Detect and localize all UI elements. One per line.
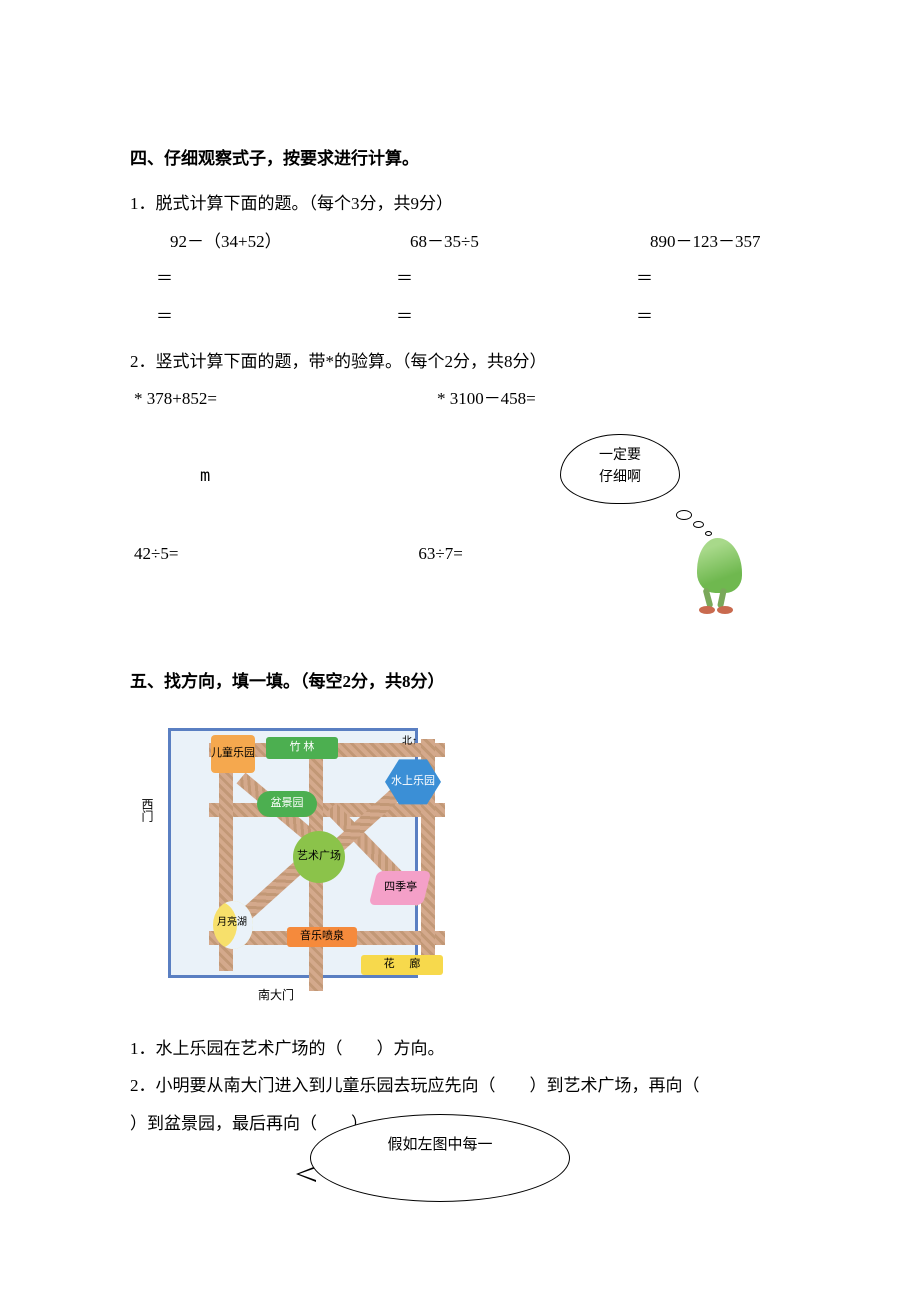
- node-art-square: 艺术广场: [293, 831, 345, 883]
- node-bamboo: 竹 林: [266, 737, 338, 759]
- section-4-title: 四、仔细观察式子，按要求进行计算。: [130, 140, 790, 177]
- section-5-title: 五、找方向，填一填。（每空2分，共8分）: [130, 663, 790, 700]
- park-map: 儿童乐园 竹 林 水上乐园 盆景园 艺术广场 四季亭 月亮湖 音乐喷泉 花 廊 …: [138, 728, 790, 1008]
- node-children-park: 儿童乐园: [211, 735, 255, 773]
- eq-1a: ＝: [148, 260, 308, 297]
- div-1: 42÷5=: [134, 535, 178, 572]
- m-char: m: [130, 458, 790, 495]
- speech-bubble: 假如左图中每一: [310, 1114, 570, 1214]
- eq-2b: ＝: [388, 298, 548, 335]
- expr-1: 92－（34+52）: [170, 223, 330, 260]
- q4-1-prompt: 1．脱式计算下面的题。（每个3分，共9分）: [130, 185, 790, 222]
- q4-1-expressions: 92－（34+52） 68－35÷5 890－123－357: [130, 223, 790, 260]
- vertical-calc-row: * 378+852= * 3100－458=: [130, 380, 790, 417]
- cloud-icon: 一定要 仔细啊: [560, 434, 680, 504]
- q5-1: 1．水上乐园在艺术广场的（ ）方向。: [130, 1030, 790, 1067]
- speech-text: 假如左图中每一: [387, 1137, 492, 1153]
- bubble-dot-2: [693, 521, 704, 528]
- label-south-gate: 南大门: [258, 982, 294, 1008]
- eq-2c: ＝: [628, 298, 788, 335]
- expr-3: 890－123－357: [650, 223, 810, 260]
- bubble-line2: 仔细啊: [561, 467, 679, 489]
- eq-2a: ＝: [148, 298, 308, 335]
- thought-bubble: 一定要 仔细啊: [560, 434, 690, 514]
- vert-1: * 378+852=: [134, 380, 217, 417]
- bubble-dot-1: [676, 510, 692, 520]
- compass-north-icon: 北↑: [402, 737, 417, 747]
- eq-1b: ＝: [388, 260, 548, 297]
- eq-1c: ＝: [628, 260, 788, 297]
- q5-2a: 2．小明要从南大门进入到儿童乐园去玩应先向（ ）到艺术广场，再向（: [130, 1067, 790, 1104]
- bubble-line1: 一定要: [561, 445, 679, 467]
- map-frame: 儿童乐园 竹 林 水上乐园 盆景园 艺术广场 四季亭 月亮湖 音乐喷泉 花 廊 …: [168, 728, 418, 978]
- eq-row-2: ＝ ＝ ＝: [130, 298, 790, 335]
- node-moon-lake: 月亮湖: [213, 901, 253, 949]
- node-fountain: 音乐喷泉: [287, 927, 357, 947]
- cabbage-mascot-icon: [685, 530, 755, 620]
- node-flower-corridor: 花 廊: [361, 955, 443, 975]
- div-2: 63÷7=: [418, 535, 462, 572]
- node-season-pavilion: 四季亭: [369, 871, 431, 905]
- vert-2: * 3100－458=: [437, 380, 536, 417]
- speech-oval: 假如左图中每一: [310, 1114, 570, 1202]
- label-west-gate: 西门: [140, 798, 160, 822]
- q4-2-prompt: 2．竖式计算下面的题，带*的验算。（每个2分，共8分）: [130, 343, 790, 380]
- expr-2: 68－35÷5: [410, 223, 570, 260]
- eq-row-1: ＝ ＝ ＝: [130, 260, 790, 297]
- node-bonsai: 盆景园: [257, 791, 317, 817]
